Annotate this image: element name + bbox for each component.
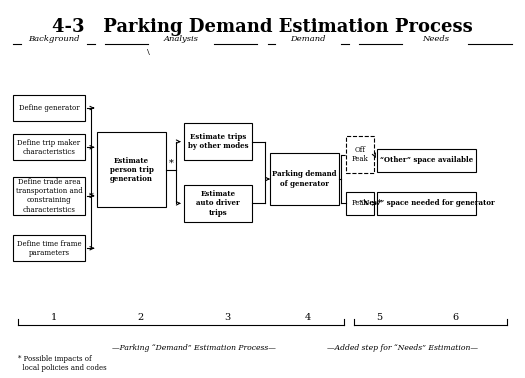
FancyBboxPatch shape [346, 136, 374, 174]
Text: Estimate trips
by other modes: Estimate trips by other modes [188, 133, 248, 150]
Text: Estimate
person trip
generation: Estimate person trip generation [110, 156, 153, 183]
FancyBboxPatch shape [184, 123, 253, 160]
Text: Define trade area
transportation and
constraining
characteristics: Define trade area transportation and con… [16, 178, 82, 214]
Text: Peak: Peak [352, 199, 369, 208]
FancyBboxPatch shape [184, 185, 253, 222]
Text: \: \ [146, 48, 150, 56]
Text: Analysis: Analysis [164, 35, 198, 43]
Text: —Parking “Demand” Estimation Process—: —Parking “Demand” Estimation Process— [112, 344, 276, 352]
Text: Background: Background [28, 35, 80, 43]
FancyBboxPatch shape [377, 149, 476, 172]
Text: 1: 1 [51, 313, 57, 322]
Text: *: * [376, 199, 381, 208]
Text: Define time frame
parameters: Define time frame parameters [17, 240, 81, 257]
Text: 4: 4 [305, 313, 311, 322]
Text: Off
Peak: Off Peak [352, 146, 369, 163]
FancyBboxPatch shape [377, 192, 476, 215]
FancyBboxPatch shape [14, 95, 85, 121]
Text: Estimate
auto driver
trips: Estimate auto driver trips [196, 190, 240, 217]
FancyBboxPatch shape [14, 235, 85, 261]
Text: * Possible impacts of
  local policies and codes: * Possible impacts of local policies and… [18, 355, 107, 372]
Text: 4-3   Parking Demand Estimation Process: 4-3 Parking Demand Estimation Process [52, 18, 473, 36]
Text: —Added step for “Needs” Estimation—: —Added step for “Needs” Estimation— [327, 344, 478, 352]
Text: 6: 6 [453, 313, 459, 322]
Text: “New” space needed for generator: “New” space needed for generator [359, 199, 495, 208]
Text: *: * [169, 159, 174, 168]
Text: Parking demand
of generator: Parking demand of generator [272, 170, 337, 187]
FancyBboxPatch shape [14, 177, 85, 215]
Text: Define trip maker
characteristics: Define trip maker characteristics [17, 139, 80, 156]
Text: Define generator: Define generator [19, 104, 79, 112]
FancyBboxPatch shape [14, 134, 85, 160]
Text: *: * [89, 191, 93, 200]
Text: Demand: Demand [290, 35, 326, 43]
Text: Needs: Needs [422, 35, 449, 43]
FancyBboxPatch shape [346, 192, 374, 215]
Text: 2: 2 [138, 313, 144, 322]
FancyBboxPatch shape [97, 132, 166, 207]
Text: “Other” space available: “Other” space available [380, 156, 473, 164]
FancyBboxPatch shape [270, 153, 339, 205]
Text: 3: 3 [224, 313, 230, 322]
Text: 5: 5 [376, 313, 383, 322]
